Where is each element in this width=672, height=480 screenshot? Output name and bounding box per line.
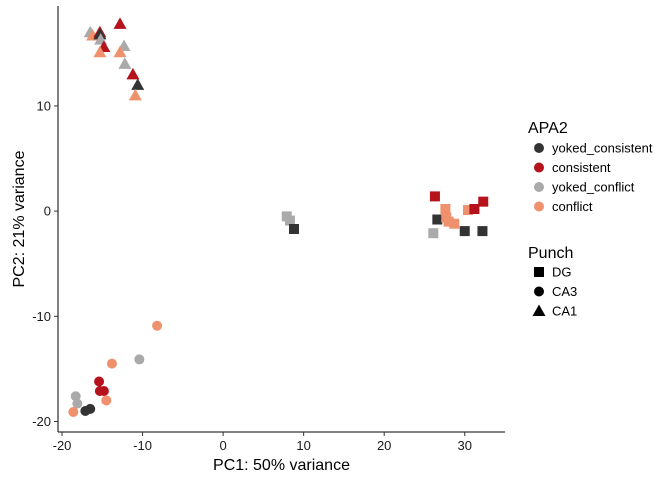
data-point bbox=[478, 196, 489, 207]
legend-label: yoked_conflict bbox=[552, 180, 635, 195]
data-point bbox=[118, 57, 132, 69]
data-point bbox=[98, 385, 109, 396]
legend-label: DG bbox=[552, 265, 572, 280]
data-point bbox=[113, 17, 127, 29]
data-point bbox=[469, 204, 480, 215]
data-point bbox=[134, 354, 145, 365]
legend-key-DG bbox=[534, 267, 544, 277]
y-axis-title: PC2: 21% variance bbox=[11, 150, 28, 287]
x-tick-label: 20 bbox=[377, 438, 391, 453]
data-point bbox=[94, 376, 105, 387]
x-tick-label: -20 bbox=[53, 438, 72, 453]
color-legend: APA2 yoked_consistent consistent yoked_con… bbox=[528, 120, 653, 214]
x-axis-ticks: -20 -10 0 10 20 30 bbox=[53, 432, 472, 453]
y-tick-label: -10 bbox=[32, 309, 51, 324]
data-point bbox=[459, 226, 470, 237]
data-point bbox=[429, 191, 440, 202]
data-point bbox=[462, 205, 473, 216]
legend-label: consistent bbox=[552, 160, 611, 175]
data-point bbox=[128, 88, 142, 101]
legend-key-conflict bbox=[534, 201, 544, 212]
y-axis-ticks: -20 -10 0 10 bbox=[32, 98, 58, 429]
y-tick-label: -20 bbox=[32, 414, 51, 429]
x-tick-label: 10 bbox=[296, 438, 310, 453]
shape-legend-title: Punch bbox=[528, 245, 573, 262]
data-point bbox=[284, 215, 295, 226]
data-point bbox=[440, 204, 451, 215]
legend-label: CA3 bbox=[552, 284, 577, 299]
legend-key-consistent bbox=[534, 162, 544, 173]
data-point bbox=[152, 320, 163, 331]
y-tick-label: 0 bbox=[44, 204, 51, 219]
data-point bbox=[449, 218, 460, 229]
data-point bbox=[131, 78, 145, 90]
x-tick-label: -10 bbox=[133, 438, 152, 453]
y-tick-label: 10 bbox=[37, 98, 51, 113]
legend-label: CA1 bbox=[552, 304, 577, 319]
color-legend-title: APA2 bbox=[528, 120, 568, 137]
data-point bbox=[126, 67, 140, 80]
data-point bbox=[106, 358, 117, 369]
data-point bbox=[443, 216, 454, 227]
data-point bbox=[68, 407, 79, 418]
legend-label: yoked_consistent bbox=[552, 141, 653, 156]
data-point bbox=[113, 45, 127, 58]
data-point bbox=[428, 228, 439, 239]
x-tick-label: 0 bbox=[219, 438, 226, 453]
data-point bbox=[477, 226, 488, 237]
data-point bbox=[288, 223, 299, 234]
x-axis-title: PC1: 50% variance bbox=[213, 457, 350, 474]
legend-key-yoked_consistent bbox=[534, 143, 544, 153]
legend-key-CA1 bbox=[532, 304, 546, 316]
data-point bbox=[72, 398, 83, 409]
data-point bbox=[93, 45, 107, 58]
plot-area: -20 -10 0 10 20 30 -20 -10 0 10 bbox=[32, 6, 505, 453]
legend-key-CA3 bbox=[534, 286, 544, 297]
data-point bbox=[432, 214, 443, 225]
data-point bbox=[93, 27, 107, 40]
shape-legend: Punch DG CA3 CA1 bbox=[528, 245, 577, 319]
data-points bbox=[68, 17, 489, 418]
legend-key-yoked_conflict bbox=[534, 182, 544, 192]
legend-label: conflict bbox=[552, 199, 593, 214]
x-tick-label: 30 bbox=[457, 438, 471, 453]
data-point bbox=[101, 395, 112, 406]
data-point bbox=[80, 405, 91, 416]
